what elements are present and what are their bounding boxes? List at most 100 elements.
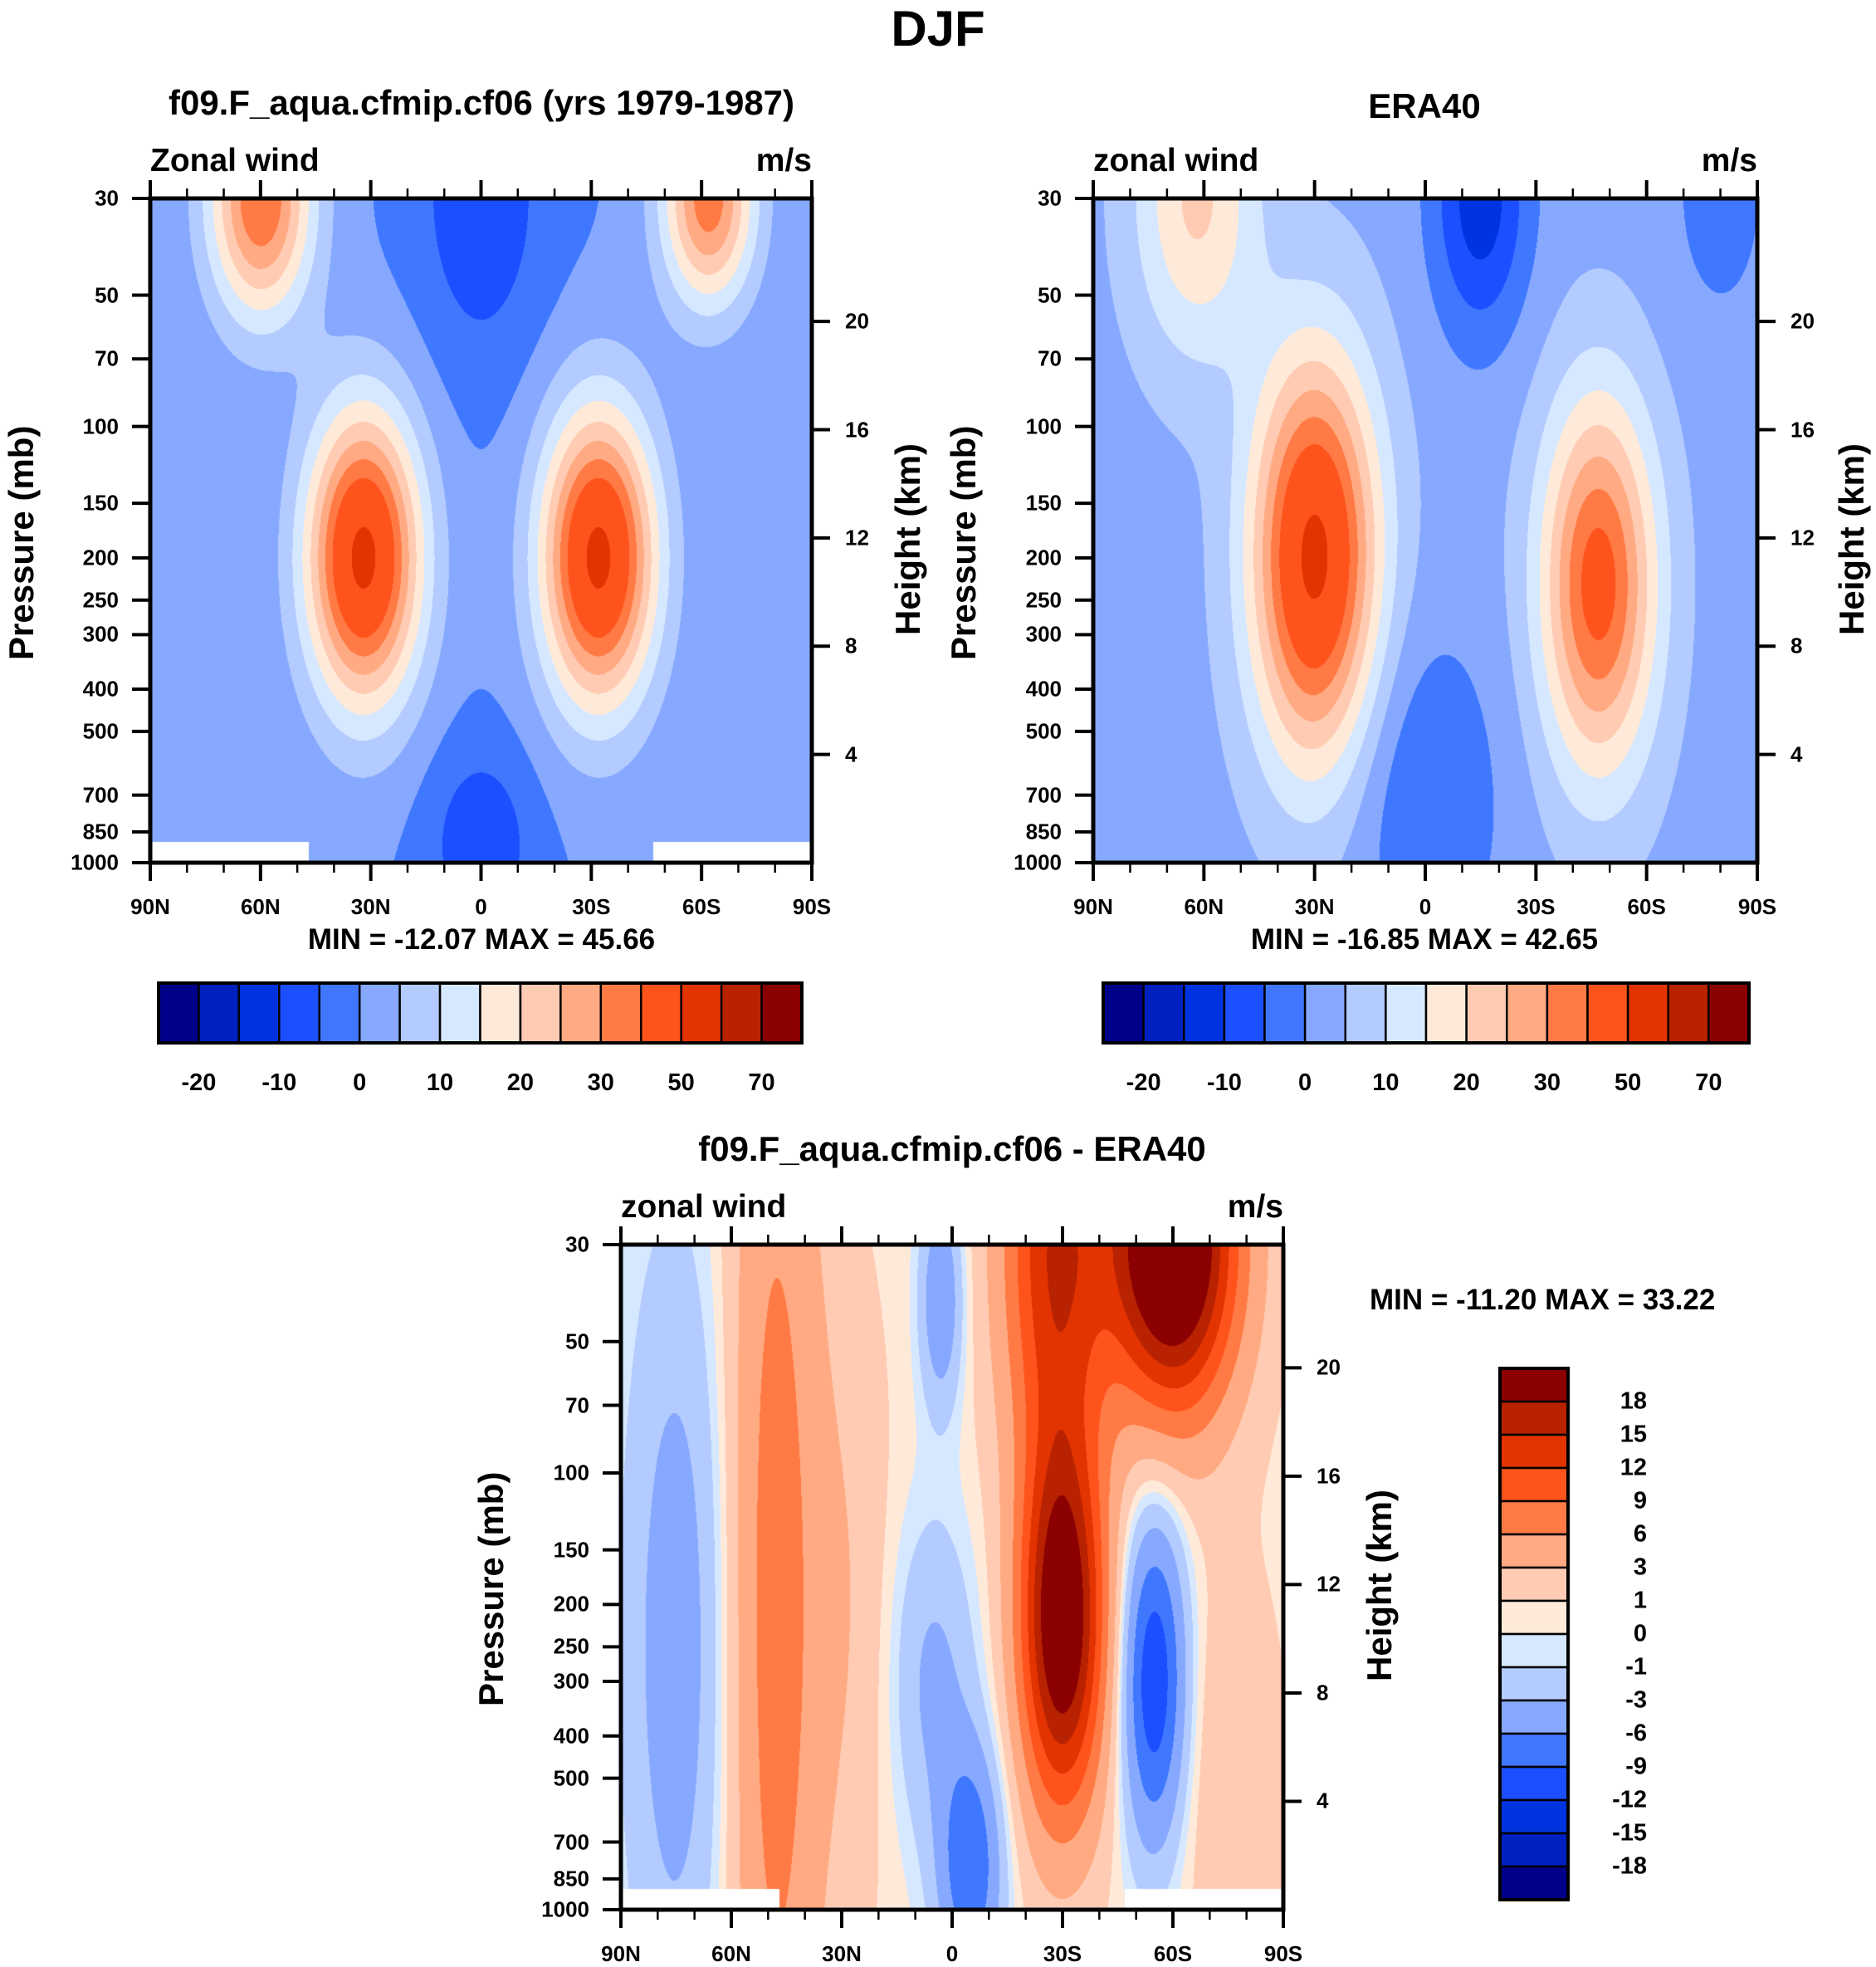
- y-tick-label: 70: [1038, 345, 1062, 371]
- colorbar-label: 50: [667, 1069, 695, 1096]
- y-tick-label: 850: [82, 819, 119, 844]
- colorbar-frame: [1102, 981, 1751, 1045]
- colorbar-label: 10: [1372, 1069, 1400, 1096]
- x-tick-label: 60N: [711, 1941, 751, 1966]
- colorbar-label: 3: [1633, 1554, 1647, 1581]
- colorbar-swatch: [1498, 1798, 1570, 1835]
- x-tick-label: 0: [945, 1941, 959, 1966]
- colorbar-swatch: [1498, 1666, 1570, 1702]
- y-tick-label: 500: [1025, 718, 1062, 744]
- y-right-tick-label: 12: [1791, 525, 1815, 550]
- y-tick-label: 250: [1025, 587, 1062, 613]
- y-right-tick-label: 16: [845, 417, 869, 443]
- y-tick-label: 400: [82, 676, 119, 702]
- y-tick-label: 200: [1025, 545, 1062, 570]
- y-tick-label: 400: [553, 1723, 589, 1749]
- x-tick-label: 90S: [1737, 894, 1777, 919]
- y-right-tick-label: 4: [1791, 741, 1803, 767]
- y-tick-label: 30: [1038, 185, 1062, 211]
- colorbar-label: 12: [1620, 1454, 1647, 1481]
- x-tick-label: 30S: [572, 894, 611, 919]
- y-tick-label: 250: [82, 587, 119, 613]
- y-tick-label: 70: [95, 345, 119, 371]
- y-tick-label: 30: [565, 1231, 589, 1257]
- y-tick-label: 150: [553, 1537, 589, 1563]
- colorbar-swatch: [1498, 1765, 1570, 1802]
- y-tick-label: 200: [82, 545, 119, 570]
- x-tick-label: 60S: [1627, 894, 1666, 919]
- x-tick-label: 30N: [1294, 894, 1335, 919]
- right-string: m/s: [1701, 143, 1757, 179]
- min-max-text: MIN = -11.20 MAX = 33.22: [1370, 1284, 1716, 1316]
- y-tick-label: 700: [82, 782, 119, 808]
- y-tick-label: 50: [1038, 282, 1062, 308]
- colorbar-label: -6: [1625, 1720, 1647, 1747]
- colorbar-swatch: [1546, 981, 1589, 1045]
- y-right-tick-label: 16: [1317, 1463, 1341, 1489]
- y-tick-label: 1000: [541, 1896, 589, 1922]
- colorbar-label: 9: [1633, 1487, 1647, 1514]
- y-tick-label: 1000: [71, 849, 119, 875]
- x-tick-label: 60N: [1184, 894, 1224, 919]
- x-tick-label: 90N: [601, 1941, 641, 1966]
- y-tick-label: 400: [1025, 676, 1062, 702]
- y-tick-label: 150: [82, 490, 119, 516]
- x-tick-label: 30S: [1043, 1941, 1082, 1966]
- contour-field: [150, 198, 812, 863]
- colorbar-swatch: [1498, 1865, 1570, 1901]
- colorbar-swatch: [1498, 1599, 1570, 1636]
- y-tick-label: 50: [565, 1328, 589, 1354]
- colorbar-swatch: [398, 981, 442, 1045]
- colorbar-label: 15: [1620, 1421, 1647, 1448]
- x-tick-label: 30S: [1517, 894, 1556, 919]
- colorbar-label: 70: [748, 1069, 775, 1096]
- colorbar-label: 1: [1633, 1587, 1647, 1614]
- colorbar-swatch: [1498, 1500, 1570, 1536]
- y-tick-label: 30: [95, 185, 119, 211]
- y-right-tick-label: 8: [1317, 1680, 1329, 1705]
- colorbar-label: -20: [181, 1069, 217, 1096]
- colorbar-frame: [157, 981, 804, 1045]
- x-tick-label: 0: [1419, 894, 1432, 919]
- colorbar-swatch: [559, 981, 603, 1045]
- colorbar-label: 30: [587, 1069, 614, 1096]
- left-string: Zonal wind: [150, 143, 320, 179]
- x-tick-label: 30N: [350, 894, 391, 919]
- y-tick-label: 850: [1025, 819, 1062, 844]
- colorbar-swatch: [1498, 1832, 1570, 1868]
- y-tick-label: 300: [82, 621, 119, 647]
- colorbar-label: 18: [1620, 1387, 1647, 1415]
- figure-title: DJF: [891, 1, 985, 56]
- left-string: zonal wind: [1093, 143, 1259, 179]
- y-tick-label: 1000: [1014, 849, 1062, 875]
- y-right-tick-label: 16: [1791, 417, 1815, 443]
- y-right-tick-label: 20: [845, 308, 869, 334]
- colorbar-label: 50: [1614, 1069, 1642, 1096]
- y-right-tick-label: 12: [845, 525, 869, 550]
- colorbar-swatch: [1498, 1566, 1570, 1602]
- y-tick-label: 700: [1025, 782, 1062, 808]
- panel-title: f09.F_aqua.cfmip.cf06 (yrs 1979-1987): [168, 83, 795, 122]
- y-right-tick-label: 12: [1317, 1571, 1341, 1597]
- min-max-text: MIN = -12.07 MAX = 45.66: [307, 923, 656, 956]
- colorbar-swatch: [1498, 1367, 1570, 1403]
- colorbar-label: 30: [1533, 1069, 1561, 1096]
- y-right-tick-label: 20: [1317, 1354, 1341, 1380]
- y-tick-label: 250: [553, 1633, 589, 1659]
- colorbar-label: 0: [353, 1069, 367, 1096]
- y-right-tick-label: 20: [1791, 308, 1815, 334]
- y-tick-label: 300: [553, 1668, 589, 1694]
- y-tick-label: 300: [1025, 621, 1062, 647]
- y-tick-label: 70: [565, 1392, 589, 1418]
- y-tick-label: 100: [553, 1460, 589, 1485]
- y-right-tick-label: 4: [845, 741, 857, 767]
- y-tick-label: 100: [82, 413, 119, 439]
- y-tick-label: 100: [1025, 413, 1062, 439]
- y-right-tick-label: 8: [1791, 633, 1803, 658]
- colorbar-swatch: [358, 981, 401, 1045]
